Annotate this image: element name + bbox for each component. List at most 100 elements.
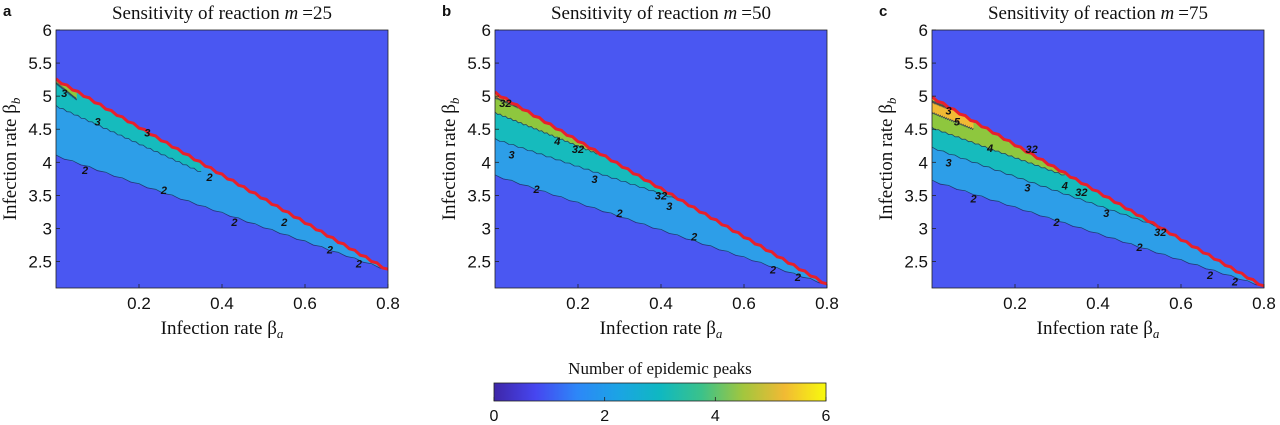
- contour-label: 3: [946, 106, 952, 118]
- contour-label: 3: [1024, 182, 1030, 194]
- contour-label: 2: [615, 208, 622, 220]
- chart-title-value: =25: [302, 3, 332, 24]
- y-tick-label: 6: [482, 21, 491, 40]
- contour-label: 3: [592, 174, 598, 186]
- y-axis-label-text: Infection rate β: [439, 104, 460, 220]
- y-tick-label: 2.5: [904, 253, 928, 272]
- contour-label: 2: [690, 231, 697, 243]
- x-tick-label: 0.6: [1169, 294, 1193, 313]
- contour-label: 32: [1025, 144, 1037, 156]
- boundary-line: [495, 90, 827, 286]
- x-tick-label: 0.4: [649, 294, 673, 313]
- contour-line-level-4: [495, 111, 599, 155]
- contour-line-level-2: [932, 179, 1264, 287]
- contour-label: 2: [205, 172, 212, 184]
- y-axis-label-subscript: b: [8, 97, 23, 104]
- chart-title-text: Sensitivity of reaction: [988, 3, 1161, 24]
- contour-label: 2: [1052, 217, 1059, 229]
- x-axis-label-text: Infection rate β: [161, 318, 277, 339]
- contour-label: 2: [969, 194, 976, 206]
- panel-letter: a: [3, 3, 12, 20]
- colorbar-gradient: [493, 382, 827, 402]
- contour-label: 2: [230, 217, 237, 229]
- x-axis-label-text: Infection rate β: [600, 318, 716, 339]
- x-axis-label: Infection rate βa: [161, 318, 284, 341]
- colorbar-title: Number of epidemic peaks: [568, 359, 752, 378]
- y-tick-label: 3: [919, 219, 928, 238]
- chart-title: Sensitivity of reaction m =50: [551, 3, 771, 24]
- x-tick-label: 0.2: [127, 294, 151, 313]
- chart-title: Sensitivity of reaction m =75: [988, 3, 1208, 24]
- y-tick-label: 4: [919, 153, 928, 172]
- contour-line-level-4: [932, 126, 1065, 176]
- chart-title-variable: m: [285, 3, 299, 24]
- contour-label: 3: [946, 157, 952, 169]
- y-tick-label: 3.5: [28, 186, 52, 205]
- contour-label: 4: [986, 143, 993, 155]
- x-axis-label: Infection rate βa: [600, 318, 723, 341]
- chart-title-value: =50: [741, 3, 771, 24]
- colorbar-tick-label: 2: [600, 408, 609, 425]
- y-tick-label: 4: [43, 153, 52, 172]
- y-tick-label: 4.5: [904, 120, 928, 139]
- panel-letter: b: [442, 3, 451, 20]
- x-tick-label: 0.8: [376, 294, 400, 313]
- y-axis-label: Infection rate βb: [876, 97, 899, 220]
- colorbar: Number of epidemic peaks 0 2 4 6: [490, 359, 831, 425]
- contour-label: 2: [794, 272, 801, 284]
- y-axis-label-text: Infection rate β: [876, 104, 897, 220]
- boundary-line: [56, 77, 388, 271]
- colorbar-tick-label: 4: [711, 408, 720, 425]
- colorbar-tick-label: 6: [822, 408, 831, 425]
- contour-label: 4: [553, 136, 560, 148]
- contour-label: 3: [94, 116, 100, 128]
- contour-label: 3: [509, 149, 515, 161]
- x-tick-label: 0.8: [815, 294, 839, 313]
- contour-line-level-3: [495, 138, 682, 201]
- contour-label: 3: [666, 201, 672, 213]
- colorbar-tick-label: 0: [490, 408, 499, 425]
- region-level-3: [56, 79, 202, 173]
- x-tick-label: 0.4: [1086, 294, 1110, 313]
- y-tick-label: 6: [43, 21, 52, 40]
- contour-line-level-2: [495, 174, 827, 285]
- y-axis-label-subscript: b: [884, 97, 899, 104]
- y-tick-label: 5.5: [467, 54, 491, 73]
- y-tick-label: 5.5: [904, 54, 928, 73]
- y-tick-label: 5: [43, 87, 52, 106]
- x-axis-label-subscript: a: [716, 326, 723, 341]
- contour-label: 2: [1231, 276, 1238, 288]
- contour-label: 2: [1135, 242, 1142, 254]
- y-tick-label: 3: [43, 219, 52, 238]
- contour-label: 2: [326, 245, 333, 257]
- chart-title-text: Sensitivity of reaction: [551, 3, 724, 24]
- contour-label: 5: [954, 116, 961, 128]
- y-tick-label: 3.5: [467, 186, 491, 205]
- chart-title-text: Sensitivity of reaction: [112, 3, 285, 24]
- x-axis-label-text: Infection rate β: [1037, 318, 1153, 339]
- y-tick-label: 3.5: [904, 186, 928, 205]
- chart-title-variable: m: [724, 3, 738, 24]
- y-tick-label: 5.5: [28, 54, 52, 73]
- contour-line-level-5: [495, 96, 521, 110]
- x-tick-label: 0.2: [566, 294, 590, 313]
- contour-label: 3: [144, 128, 150, 140]
- contour-line-level-3: [56, 105, 202, 172]
- contour-label: 2: [81, 165, 88, 177]
- x-tick-label: 0.8: [1252, 294, 1276, 313]
- contour-line-level-5: [932, 111, 974, 131]
- contour-label: 3: [1103, 208, 1109, 220]
- contour-label: 2: [355, 259, 362, 271]
- x-tick-label: 0.6: [293, 294, 317, 313]
- contour-label: 4: [1061, 180, 1068, 192]
- contour-line-level-3: [932, 146, 1161, 227]
- x-tick-label: 0.6: [732, 294, 756, 313]
- contour-label: 2: [1206, 270, 1213, 282]
- contour-label: 2: [532, 184, 539, 196]
- chart-title-value: =75: [1178, 3, 1208, 24]
- contour-line-level-2: [56, 154, 388, 270]
- y-tick-label: 4: [482, 153, 491, 172]
- contour-label: 32: [499, 98, 511, 110]
